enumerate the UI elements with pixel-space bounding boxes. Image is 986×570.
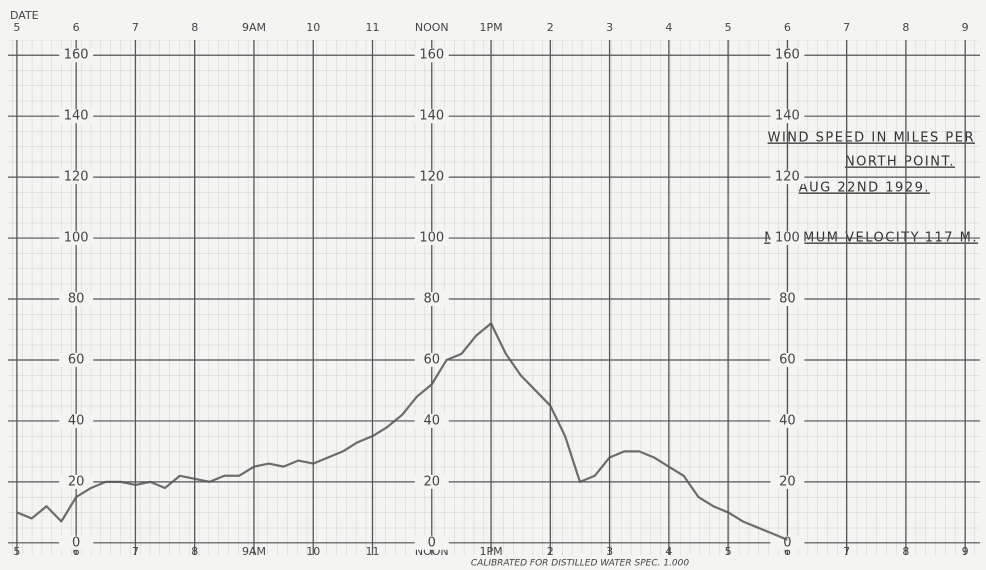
y-tick-label: 140 — [775, 109, 800, 124]
minor-grid — [8, 40, 980, 555]
y-tick-label: 140 — [419, 109, 444, 124]
y-tick-label: 100 — [64, 231, 89, 246]
x-tick-label: 8 — [191, 545, 198, 558]
x-tick-label: 5 — [725, 21, 732, 34]
x-tick-label: 4 — [665, 21, 672, 34]
x-tick-label: 11 — [366, 21, 380, 34]
x-tick-label: 3 — [606, 545, 613, 558]
x-tick-label: 4 — [665, 545, 672, 558]
x-tick-label: 10 — [306, 545, 320, 558]
y-tick-label: 120 — [419, 170, 444, 185]
x-tick-label: 2 — [547, 21, 554, 34]
y-tick-label: 0 — [72, 535, 80, 550]
annotation: AUG 22ND 1929. — [799, 181, 930, 196]
x-tick-label: 9 — [962, 545, 969, 558]
x-tick-label: 9AM — [242, 21, 266, 34]
y-tick-label: 160 — [64, 48, 89, 63]
y-tick-label: 100 — [419, 231, 444, 246]
x-tick-label: 8 — [191, 21, 198, 34]
x-tick-label: 2 — [547, 545, 554, 558]
x-tick-label: 7 — [132, 545, 139, 558]
x-tick-label: 3 — [606, 21, 613, 34]
y-tick-label: 60 — [423, 352, 440, 367]
annotation: WIND SPEED IN MILES PER — [768, 131, 975, 146]
y-tick-label: 20 — [68, 474, 85, 489]
y-tick-label: 160 — [775, 48, 800, 63]
y-tick-label: 40 — [779, 413, 796, 428]
x-tick-label: 9AM — [242, 545, 266, 558]
footnote: CALIBRATED FOR DISTILLED WATER SPEC. 1.0… — [471, 559, 689, 569]
x-tick-label: 7 — [843, 545, 850, 558]
y-tick-label: 80 — [423, 292, 440, 307]
y-tick-label: 60 — [68, 352, 85, 367]
x-tick-label: 7 — [132, 21, 139, 34]
y-tick-label: 20 — [779, 474, 796, 489]
annotation: NORTH POINT. — [845, 155, 955, 170]
y-tick-label: 40 — [423, 413, 440, 428]
y-tick-label: 40 — [68, 413, 85, 428]
chart: DATE WIND SPEED IN MILES PER NORTH POINT… — [0, 0, 986, 570]
x-tick-label: 6 — [73, 21, 80, 34]
x-tick-label: 7 — [843, 21, 850, 34]
x-tick-label: 5 — [13, 21, 20, 34]
y-tick-label: 80 — [68, 292, 85, 307]
y-tick-label: 140 — [64, 109, 89, 124]
y-tick-label: 20 — [423, 474, 440, 489]
x-tick-label: 1PM — [479, 21, 502, 34]
y-tick-label: 120 — [775, 170, 800, 185]
y-tick-label: 160 — [419, 48, 444, 63]
y-tick-label: 100 — [775, 231, 800, 246]
page: DATE WIND SPEED IN MILES PER NORTH POINT… — [0, 0, 986, 570]
y-tick-label: 60 — [779, 352, 796, 367]
x-tick-label: 1PM — [479, 545, 502, 558]
x-tick-label: 5 — [13, 545, 20, 558]
x-tick-label: NOON — [415, 21, 449, 34]
x-tick-label: 11 — [366, 545, 380, 558]
x-tick-label: 9 — [962, 21, 969, 34]
y-tick-label: 0 — [428, 535, 436, 550]
x-tick-label: 8 — [902, 21, 909, 34]
x-tick-label: 6 — [784, 21, 791, 34]
x-tick-label: 5 — [725, 545, 732, 558]
x-tick-label: 8 — [902, 545, 909, 558]
x-tick-label: 10 — [306, 21, 320, 34]
y-tick-label: 80 — [779, 292, 796, 307]
y-tick-label: 120 — [64, 170, 89, 185]
